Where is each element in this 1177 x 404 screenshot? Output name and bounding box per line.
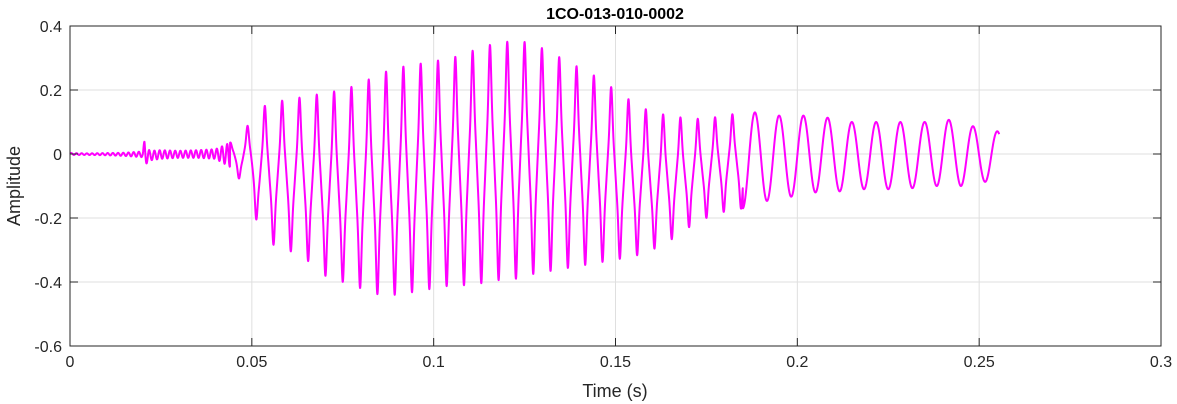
y-tick-label: 0 (53, 147, 62, 164)
y-tick-label: -0.4 (34, 275, 62, 292)
x-axis-label: Time (s) (582, 381, 647, 401)
x-tick-label: 0.15 (600, 354, 631, 371)
y-axis-label: Amplitude (4, 146, 24, 226)
y-tick-label: -0.6 (34, 339, 62, 356)
chart-title: 1CO-013-010-0002 (546, 6, 684, 23)
y-tick-label: 0.2 (40, 83, 62, 100)
x-tick-label: 0.3 (1150, 354, 1172, 371)
y-axis-ticks: -0.6 -0.4 -0.2 0 0.2 0.4 (34, 19, 1161, 356)
x-axis-ticks: 0 0.05 0.1 0.15 0.2 0.25 0.3 (66, 26, 1172, 371)
x-tick-label: 0 (66, 354, 75, 371)
waveform-series-group (69, 40, 1001, 296)
x-tick-label: 0.1 (423, 354, 445, 371)
x-tick-label: 0.05 (236, 354, 267, 371)
y-tick-label: -0.2 (34, 211, 62, 228)
x-tick-label: 0.2 (786, 354, 808, 371)
waveform-line (69, 40, 1001, 296)
x-tick-label: 0.25 (964, 354, 995, 371)
y-tick-label: 0.4 (40, 19, 62, 36)
